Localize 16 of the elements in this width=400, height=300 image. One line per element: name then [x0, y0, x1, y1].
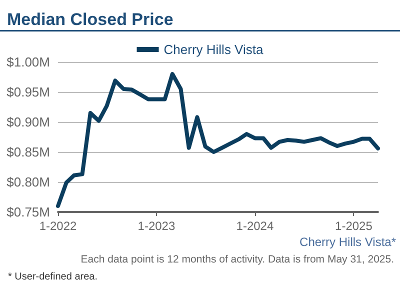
y-tick-label: $0.85M	[6, 144, 50, 160]
y-tick-label: $0.95M	[6, 84, 50, 100]
y-tick-label: $1.00M	[6, 54, 50, 70]
legend-label: Cherry Hills Vista	[164, 42, 264, 57]
x-tick-label: 1-2022	[39, 219, 78, 233]
text: Each data point is 12 months of activity. Data is from May 31, 2025.	[80, 254, 394, 266]
x-tick-label: 1-2024	[236, 219, 274, 233]
y-tick-label: $0.75M	[6, 204, 50, 220]
text: * User-defined area.	[8, 272, 98, 282]
x-tick-label: 1-2023	[138, 219, 176, 233]
y-tick-label: $0.90M	[6, 114, 50, 130]
text: Cherry Hills Vista*	[300, 235, 396, 249]
y-tick-label: $0.80M	[6, 174, 50, 190]
line-series	[56, 72, 380, 208]
x-tick-label: 1-2025	[335, 219, 373, 233]
chart-title: Median Closed Price	[7, 10, 174, 29]
